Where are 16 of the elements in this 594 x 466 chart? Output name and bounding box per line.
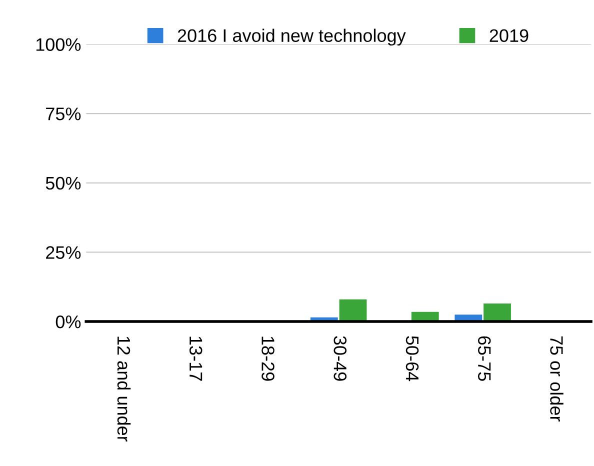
legend-label: 2016 I avoid new technology (178, 28, 406, 46)
bar (339, 299, 367, 322)
x-tick-label: 30-49 (334, 336, 347, 381)
x-tick-label: 12 and under (117, 336, 131, 442)
y-tick-label: 0% (56, 315, 81, 328)
y-tick-label: 75% (46, 108, 81, 120)
legend-label: 2019 (490, 29, 528, 42)
y-tick-label: 50% (46, 176, 81, 190)
y-tick-label: 25% (46, 246, 81, 259)
x-tick-label: 75 or older (550, 336, 564, 422)
x-tick-label: 65-75 (478, 336, 491, 381)
bar (484, 304, 511, 322)
x-tick-label: 18-29 (262, 336, 274, 381)
x-tick-label: 50-64 (406, 336, 419, 382)
y-tick-label: 100% (36, 38, 81, 51)
x-tick-label: 13-17 (189, 336, 202, 381)
